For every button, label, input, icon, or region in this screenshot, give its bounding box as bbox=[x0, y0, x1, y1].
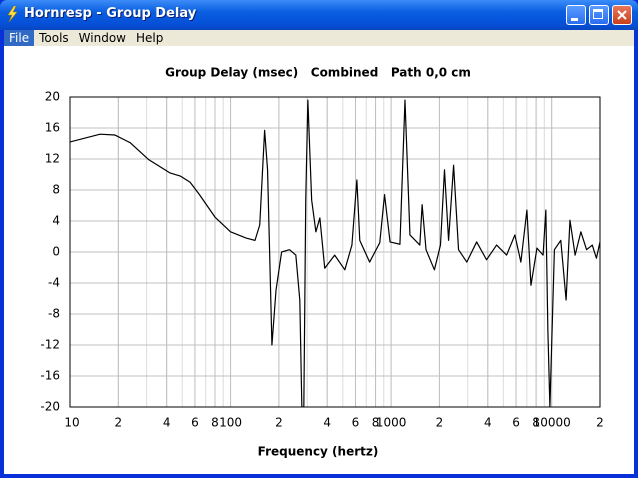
x-tick-label: 10000 bbox=[533, 416, 571, 430]
x-tick-label: 4 bbox=[163, 416, 171, 430]
x-tick-label: 8 bbox=[211, 416, 219, 430]
menu-item[interactable]: Tools bbox=[39, 31, 69, 45]
y-tick-label: -4 bbox=[48, 276, 60, 290]
y-tick-label: -12 bbox=[40, 338, 60, 352]
x-tick-label: 6 bbox=[512, 416, 520, 430]
menu-item[interactable]: File bbox=[4, 30, 35, 46]
menu-bar: File Tools Window Help bbox=[4, 30, 634, 46]
app-icon bbox=[7, 6, 18, 22]
x-tick-label: 10 bbox=[64, 416, 79, 430]
y-tick-label: 0 bbox=[52, 245, 60, 259]
close-button[interactable] bbox=[612, 5, 632, 25]
x-tick-label: 6 bbox=[352, 416, 360, 430]
data-line bbox=[70, 99, 600, 407]
x-tick-label: 1000 bbox=[376, 416, 407, 430]
maximize-button[interactable] bbox=[589, 5, 609, 25]
y-tick-label: 16 bbox=[45, 121, 60, 135]
title-bar: Hornresp - Group Delay bbox=[0, 0, 638, 30]
y-tick-label: -20 bbox=[40, 400, 60, 414]
client-area: Group Delay (msec) Combined Path 0,0 cm … bbox=[4, 46, 634, 474]
x-tick-label: 8 bbox=[372, 416, 380, 430]
x-tick-label: 8 bbox=[532, 416, 540, 430]
y-tick-label: 4 bbox=[52, 214, 60, 228]
chart: Group Delay (msec) Combined Path 0,0 cm … bbox=[40, 66, 604, 459]
chart-title: Group Delay (msec) Combined Path 0,0 cm bbox=[165, 66, 471, 80]
x-axis-label: Frequency (hertz) bbox=[258, 445, 379, 459]
menu-item[interactable]: Window bbox=[78, 31, 126, 45]
x-tick-label: 2 bbox=[596, 416, 604, 430]
y-tick-label: -16 bbox=[40, 369, 60, 383]
y-tick-label: 20 bbox=[45, 90, 60, 104]
menu-item[interactable]: Help bbox=[135, 31, 164, 45]
minimize-button[interactable] bbox=[566, 5, 586, 25]
window-title: Hornresp - Group Delay bbox=[24, 6, 197, 21]
x-tick-label: 2 bbox=[436, 416, 444, 430]
x-tick-label: 4 bbox=[484, 416, 492, 430]
x-tick-label: 2 bbox=[115, 416, 123, 430]
x-tick-label: 100 bbox=[219, 416, 242, 430]
plot-frame bbox=[69, 96, 601, 408]
y-tick-label: 12 bbox=[45, 152, 60, 166]
x-tick-label: 6 bbox=[191, 416, 199, 430]
x-tick-label: 2 bbox=[275, 416, 283, 430]
y-tick-label: -8 bbox=[48, 307, 60, 321]
x-tick-label: 4 bbox=[323, 416, 331, 430]
y-tick-label: 8 bbox=[52, 183, 60, 197]
